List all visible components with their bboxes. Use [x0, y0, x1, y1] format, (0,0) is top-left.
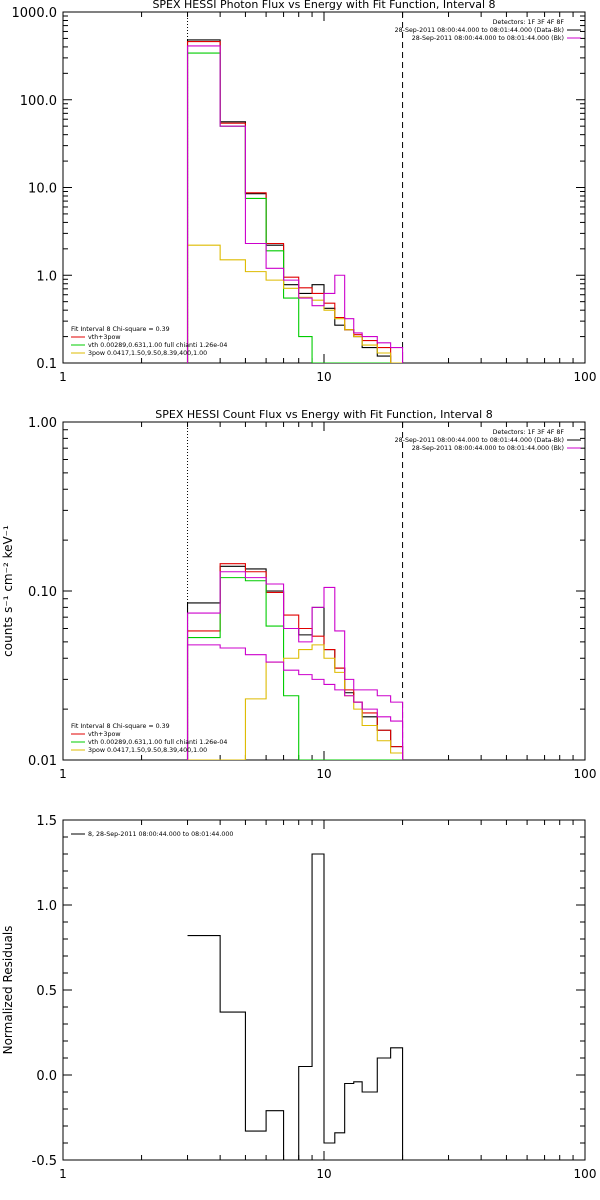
y-tick-label-2-4: 1.5: [36, 814, 57, 829]
legend-bl-text-1-1: vth+3pow: [88, 731, 120, 738]
y-tick-label-1-1: 0.10: [28, 585, 57, 600]
x-tick-label-1-0: 1: [59, 767, 67, 781]
y-tick-label-2-3: 1.0: [36, 899, 57, 914]
y-tick-label-0-1: 1.0: [36, 269, 57, 284]
legend-tl-text-2-0: 8, 28-Sep-2011 08:00:44.000 to 08:01:44.…: [88, 831, 233, 838]
legend-tr-text-0-2: 28-Sep-2011 08:00:44.000 to 08:01:44.000…: [412, 35, 564, 42]
legend-bl-text-1-3: 3pow 0.0417,1.50,9.50,8.39,400,1.00: [88, 747, 207, 754]
x-tick-label-2-0: 1: [59, 1167, 67, 1181]
legend-tr-text-0-1: 28-Sep-2011 08:00:44.000 to 08:01:44.000…: [395, 27, 564, 34]
legend-tr-text-1-2: 28-Sep-2011 08:00:44.000 to 08:01:44.000…: [412, 445, 564, 452]
y-axis-label-2: Normalized Residuals: [1, 926, 15, 1055]
legend-bl-text-1-0: Fit Interval 8 Chi-square = 0.39: [71, 723, 170, 730]
x-tick-label-0-1: 10: [316, 370, 331, 384]
legend-tr-text-1-1: 28-Sep-2011 08:00:44.000 to 08:01:44.000…: [395, 437, 564, 444]
legend-tr-text-0-0: Detectors: 1F 3F 4F 8F: [493, 19, 565, 26]
y-axis-label-1: counts s⁻¹ cm⁻² keV⁻¹: [1, 525, 15, 657]
x-tick-label-1-2: 100: [574, 767, 597, 781]
legend-bl-text-0-1: vth+3pow: [88, 334, 120, 341]
legend-tr-text-1-0: Detectors: 1F 3F 4F 8F: [493, 429, 565, 436]
legend-bl-text-0-3: 3pow 0.0417,1.50,9.50,8.39,400,1.00: [88, 350, 207, 357]
series-line-1-4: [186, 571, 404, 760]
y-tick-label-0-3: 100.0: [20, 94, 57, 109]
series-line-1-2: [186, 577, 403, 760]
legend-bl-text-0-2: vth 0.00289,0.631,1.00 full chianti 1.26…: [88, 342, 227, 349]
x-tick-label-1-1: 10: [316, 767, 331, 781]
x-tick-label-2-1: 10: [316, 1167, 331, 1181]
chart-title-0: SPEX HESSI Photon Flux vs Energy with Fi…: [152, 0, 495, 11]
legend-bl-text-1-2: vth 0.00289,0.631,1.00 full chianti 1.26…: [88, 739, 227, 746]
x-tick-label-0-2: 100: [574, 370, 597, 384]
x-tick-label-0-0: 1: [59, 370, 67, 384]
series-line-0-4: [186, 45, 404, 363]
y-tick-label-2-0: -0.5: [32, 1154, 57, 1169]
x-tick-label-2-2: 100: [574, 1167, 597, 1181]
series-line-2-0: [187, 853, 404, 1160]
y-tick-label-2-1: 0.0: [36, 1069, 57, 1084]
series-line-1-5: [186, 644, 404, 760]
y-tick-label-1-0: 0.01: [28, 754, 57, 769]
chart-title-1: SPEX HESSI Count Flux vs Energy with Fit…: [155, 408, 492, 421]
y-tick-label-1-2: 1.00: [28, 416, 57, 431]
y-tick-label-0-2: 10.0: [28, 182, 57, 197]
series-line-1-3: [187, 644, 404, 760]
y-tick-label-2-2: 0.5: [36, 984, 57, 999]
legend-bl-text-0-0: Fit Interval 8 Chi-square = 0.39: [71, 326, 170, 333]
y-tick-label-0-4: 1000.0: [12, 6, 58, 21]
y-tick-label-0-0: 0.1: [36, 357, 57, 372]
